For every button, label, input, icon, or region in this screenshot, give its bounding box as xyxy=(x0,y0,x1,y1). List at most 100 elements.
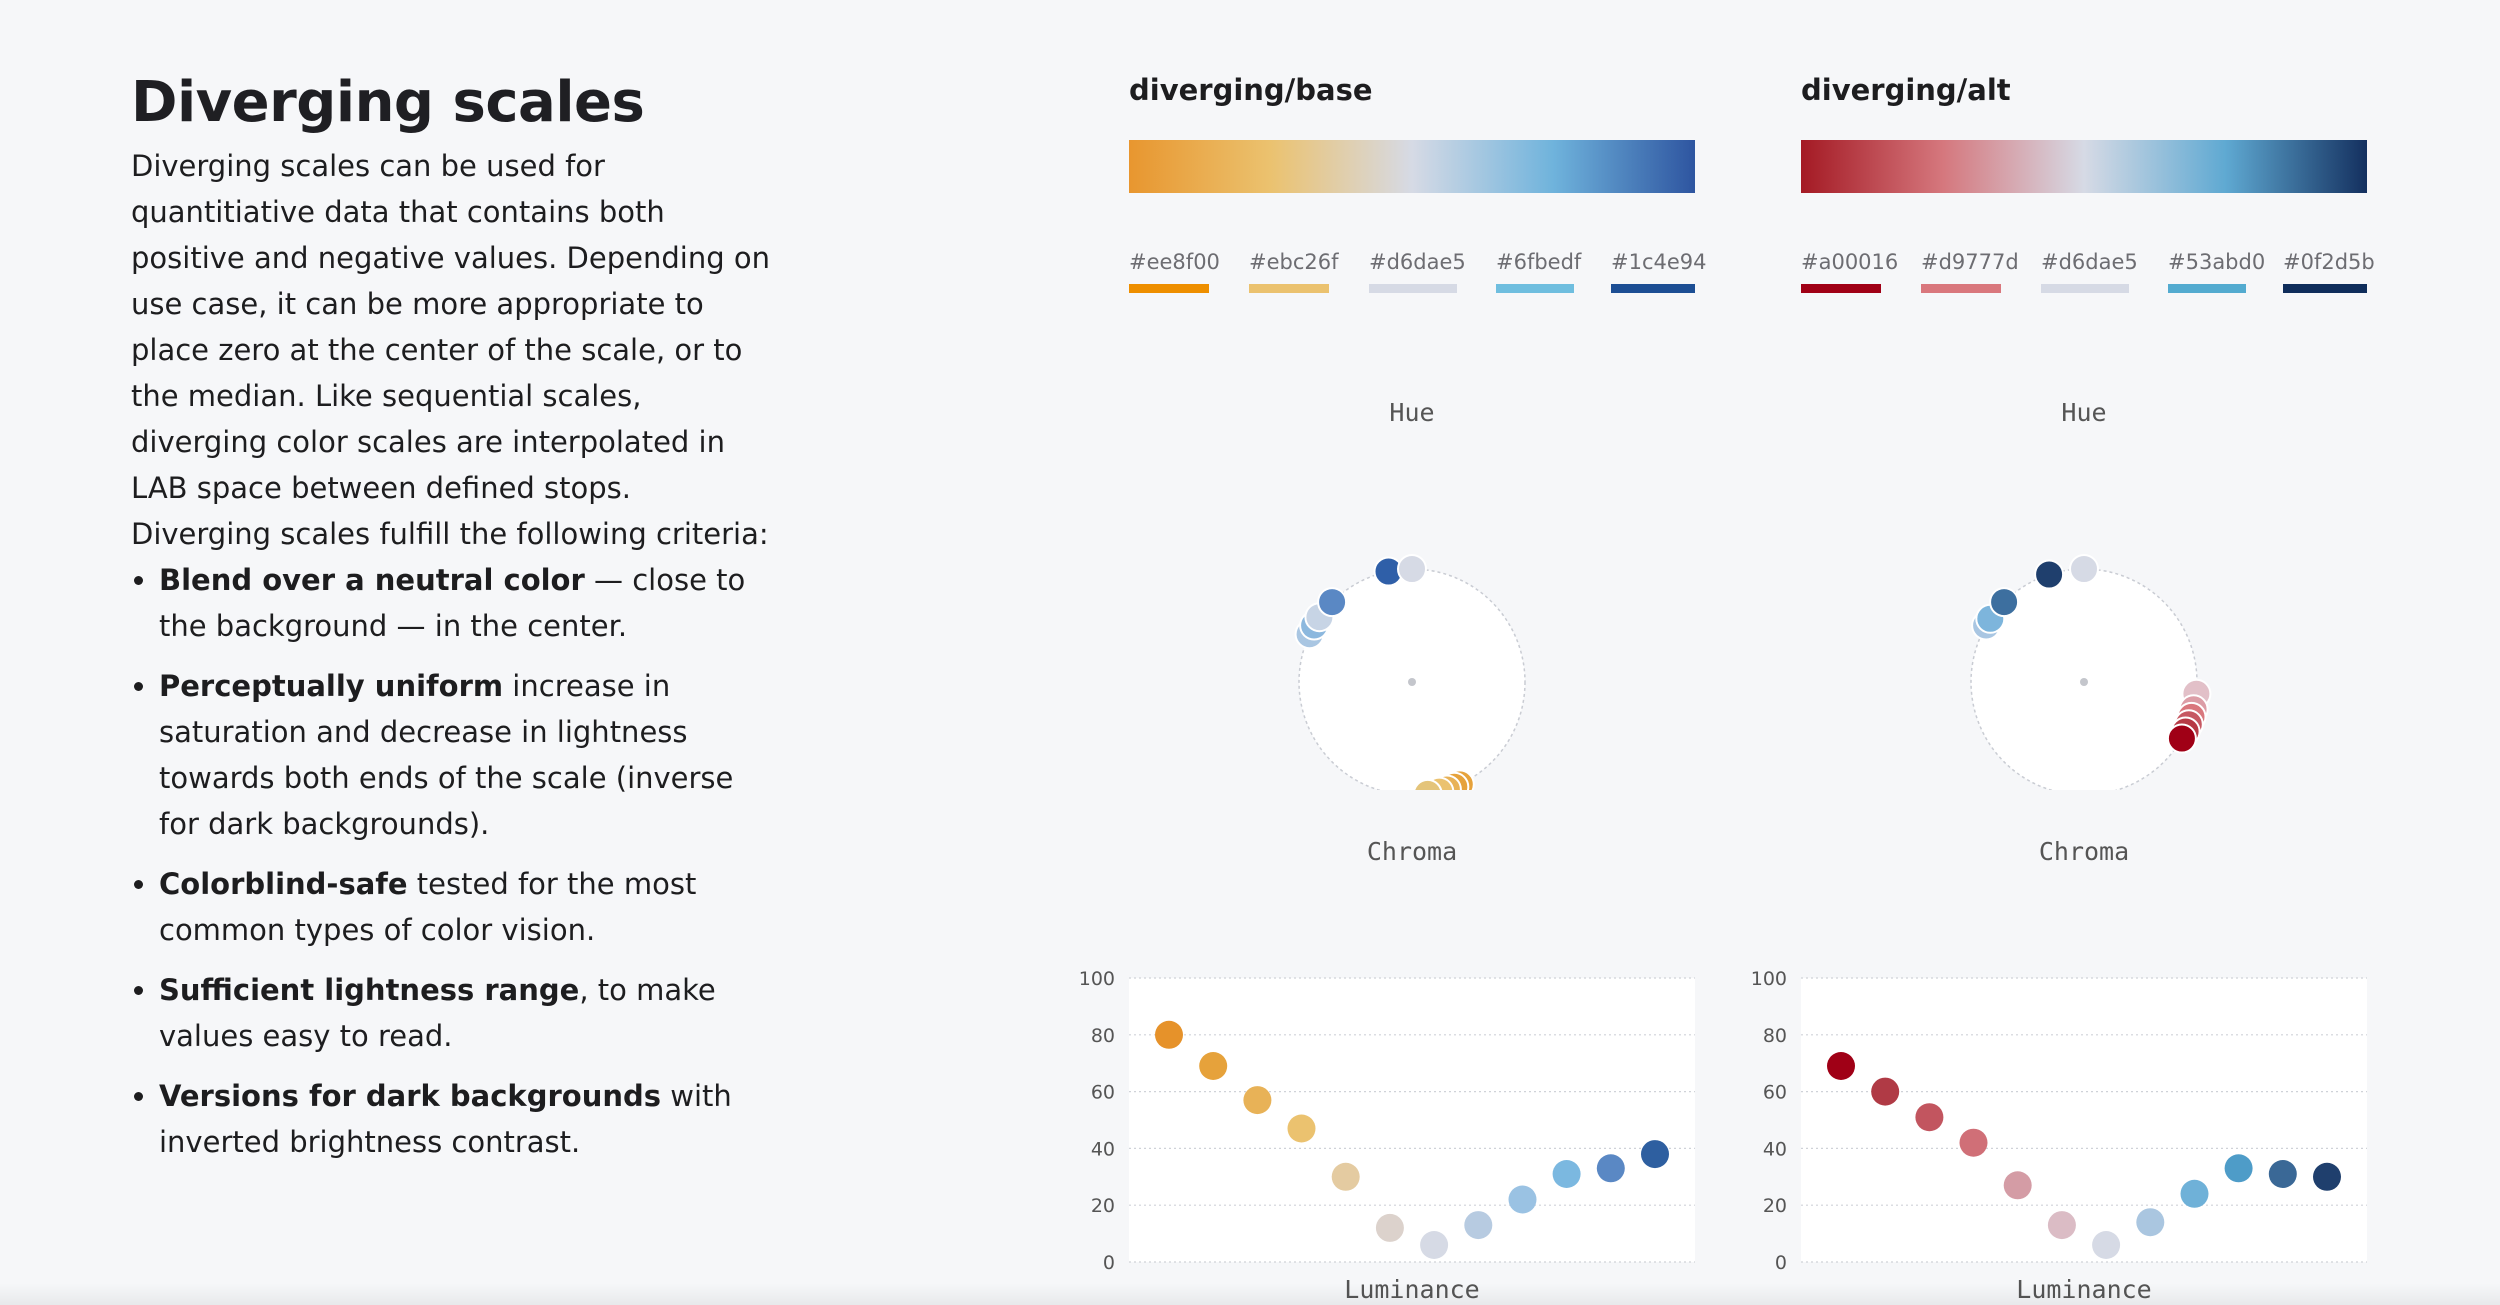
chroma-point xyxy=(2047,1211,2076,1240)
criteria-item: Versions for dark backgrounds with inver… xyxy=(159,1073,781,1165)
chroma-point xyxy=(2268,1160,2297,1188)
stop-hex-label: #ee8f00 xyxy=(1129,250,1220,274)
stop-color-bar xyxy=(1496,284,1574,293)
criteria-text: , to make values easy to read. xyxy=(159,973,716,1053)
hue-wheel xyxy=(1970,554,2212,790)
chroma-tick-label: 80 xyxy=(1091,1025,1115,1047)
hue-center-dot xyxy=(2080,678,2088,686)
hue-wheel xyxy=(1294,554,1526,790)
chroma-chart: 0 20 40 60 80 100 xyxy=(1079,968,1695,1274)
criteria-text: — close to the background — in the cente… xyxy=(159,563,746,643)
stop-swatch: #0f2d5b xyxy=(2283,250,2375,293)
hue-label: Hue xyxy=(2061,398,2107,427)
hue-dot xyxy=(2166,723,2197,754)
stop-swatch: #53abd0 xyxy=(2168,250,2265,293)
stop-swatch: #1c4e94 xyxy=(1611,250,1707,293)
chroma-point xyxy=(1464,1211,1493,1240)
criteria-intro: Diverging scales fulfill the following c… xyxy=(131,517,769,551)
chroma-point xyxy=(1871,1077,1900,1106)
criteria-text: with inverted brightness contrast. xyxy=(159,1079,732,1159)
criteria-list: Blend over a neutral color — close to th… xyxy=(131,557,781,1165)
stop-swatch: #ebc26f xyxy=(1249,250,1339,293)
criteria-text: increase in saturation and decrease in l… xyxy=(159,669,734,841)
chroma-chart: 0 20 40 60 80 100 xyxy=(1751,968,2367,1274)
luminance-label: Luminance xyxy=(1801,1275,2367,1304)
chroma-point xyxy=(1287,1114,1316,1143)
chroma-point xyxy=(1596,1154,1625,1183)
chroma-point xyxy=(1959,1128,1988,1157)
stop-color-bar xyxy=(2283,284,2367,293)
scale-panel-base: diverging/base #ee8f00 #ebc26f #d6dae5 #6fb… xyxy=(1079,70,1707,1304)
stop-color-bar xyxy=(2041,284,2129,293)
stop-swatches: #ee8f00 #ebc26f #d6dae5 #6fbedf #1c4e94 xyxy=(1129,250,1707,293)
chroma-point xyxy=(1641,1140,1669,1169)
chroma-point xyxy=(1552,1160,1581,1188)
chroma-label: Chroma xyxy=(2038,837,2130,866)
hue-dot xyxy=(2034,559,2065,590)
hue-dot xyxy=(1397,554,1427,584)
stop-hex-label: #d6dae5 xyxy=(1369,250,1466,274)
hue-dot xyxy=(2069,554,2099,584)
scale-panel-alt: diverging/alt #a00016 #d9777d #d6dae5 #53ab… xyxy=(1751,70,2375,1304)
hue-dot xyxy=(1413,778,1443,790)
criteria-bold: Versions for dark backgrounds xyxy=(159,1079,662,1113)
chroma-point xyxy=(2136,1208,2165,1237)
chroma-point xyxy=(2224,1154,2253,1183)
criteria-text: tested for the most common types of colo… xyxy=(159,867,697,947)
chroma-point xyxy=(1420,1231,1449,1259)
stop-hex-label: #0f2d5b xyxy=(2283,250,2375,274)
chroma-tick-label: 20 xyxy=(1763,1195,1787,1217)
stop-hex-label: #a00016 xyxy=(1801,250,1899,274)
chroma-label: Chroma xyxy=(1366,837,1458,866)
luminance-label: Luminance xyxy=(1129,1275,1695,1304)
criteria-bold: Blend over a neutral color xyxy=(159,563,585,597)
chroma-point xyxy=(1199,1052,1228,1080)
chroma-tick-label: 40 xyxy=(1091,1138,1115,1160)
intro-paragraph: Diverging scales can be used for quantit… xyxy=(131,149,770,505)
stop-color-bar xyxy=(1129,284,1209,293)
criteria-item: Sufficient lightness range, to make valu… xyxy=(159,967,781,1059)
hue-dot xyxy=(1989,587,2020,618)
chroma-point xyxy=(2092,1231,2121,1259)
stop-swatch: #a00016 xyxy=(1801,250,1899,293)
scale-title: diverging/alt xyxy=(1801,73,2011,107)
color-ramp xyxy=(1129,140,1695,193)
criteria-item: Colorblind-safe tested for the most comm… xyxy=(159,861,781,953)
chroma-tick-label: 100 xyxy=(1079,968,1115,990)
intro-section: Diverging scales Diverging scales can be… xyxy=(131,70,781,1179)
stop-swatch: #d6dae5 xyxy=(1369,250,1466,293)
stop-color-bar xyxy=(1801,284,1881,293)
stop-hex-label: #ebc26f xyxy=(1249,250,1339,274)
chroma-point xyxy=(2003,1171,2032,1200)
criteria-item: Blend over a neutral color — close to th… xyxy=(159,557,781,649)
chroma-tick-label: 60 xyxy=(1763,1082,1787,1104)
chroma-tick-label: 100 xyxy=(1751,968,1787,990)
chroma-point xyxy=(1331,1162,1360,1191)
chroma-point xyxy=(1915,1103,1944,1132)
stop-color-bar xyxy=(2168,284,2246,293)
stop-hex-label: #1c4e94 xyxy=(1611,250,1707,274)
hue-dot xyxy=(1317,587,1348,618)
stop-swatch: #ee8f00 xyxy=(1129,250,1220,293)
stop-swatch: #d6dae5 xyxy=(2041,250,2138,293)
chroma-point xyxy=(1508,1185,1537,1214)
stop-color-bar xyxy=(1369,284,1457,293)
stop-swatches: #a00016 #d9777d #d6dae5 #53abd0 #0f2d5b xyxy=(1801,250,2375,293)
chroma-point xyxy=(1375,1213,1404,1242)
stop-color-bar xyxy=(1249,284,1329,293)
stop-color-bar xyxy=(1611,284,1695,293)
chroma-point xyxy=(2313,1162,2341,1191)
chroma-plot-area xyxy=(1129,978,1695,1262)
chroma-point xyxy=(2180,1179,2209,1208)
chroma-tick-label: 0 xyxy=(1775,1252,1787,1274)
criteria-bold: Colorblind-safe xyxy=(159,867,408,901)
chroma-point xyxy=(1243,1086,1272,1115)
chroma-tick-label: 80 xyxy=(1763,1025,1787,1047)
hue-label: Hue xyxy=(1389,398,1435,427)
chroma-point xyxy=(1827,1052,1855,1080)
chroma-tick-label: 60 xyxy=(1091,1082,1115,1104)
criteria-item: Perceptually uniform increase in saturat… xyxy=(159,663,781,847)
stop-swatch: #6fbedf xyxy=(1496,250,1581,293)
chroma-plot-area xyxy=(1801,978,2367,1262)
stop-color-bar xyxy=(1921,284,2001,293)
